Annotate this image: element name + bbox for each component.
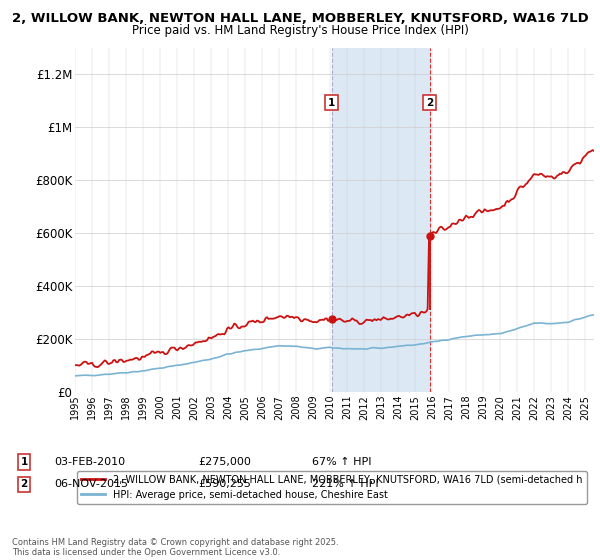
- Text: 1: 1: [328, 97, 335, 108]
- Text: Contains HM Land Registry data © Crown copyright and database right 2025.
This d: Contains HM Land Registry data © Crown c…: [12, 538, 338, 557]
- Text: 67% ↑ HPI: 67% ↑ HPI: [312, 457, 371, 467]
- Legend: 2, WILLOW BANK, NEWTON HALL LANE, MOBBERLEY, KNUTSFORD, WA16 7LD (semi-detached : 2, WILLOW BANK, NEWTON HALL LANE, MOBBER…: [77, 471, 587, 503]
- Text: 2, WILLOW BANK, NEWTON HALL LANE, MOBBERLEY, KNUTSFORD, WA16 7LD: 2, WILLOW BANK, NEWTON HALL LANE, MOBBER…: [11, 12, 589, 25]
- Text: 03-FEB-2010: 03-FEB-2010: [54, 457, 125, 467]
- Text: 06-NOV-2015: 06-NOV-2015: [54, 479, 128, 489]
- Text: 2: 2: [20, 479, 28, 489]
- Text: 221% ↑ HPI: 221% ↑ HPI: [312, 479, 379, 489]
- Text: 2: 2: [426, 97, 433, 108]
- Text: £590,255: £590,255: [198, 479, 251, 489]
- Text: £275,000: £275,000: [198, 457, 251, 467]
- Bar: [332, 48, 430, 392]
- Text: 1: 1: [20, 457, 28, 467]
- Text: Price paid vs. HM Land Registry's House Price Index (HPI): Price paid vs. HM Land Registry's House …: [131, 24, 469, 36]
